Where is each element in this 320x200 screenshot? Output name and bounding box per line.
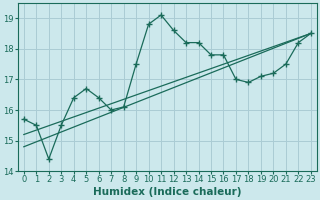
X-axis label: Humidex (Indice chaleur): Humidex (Indice chaleur): [93, 187, 242, 197]
